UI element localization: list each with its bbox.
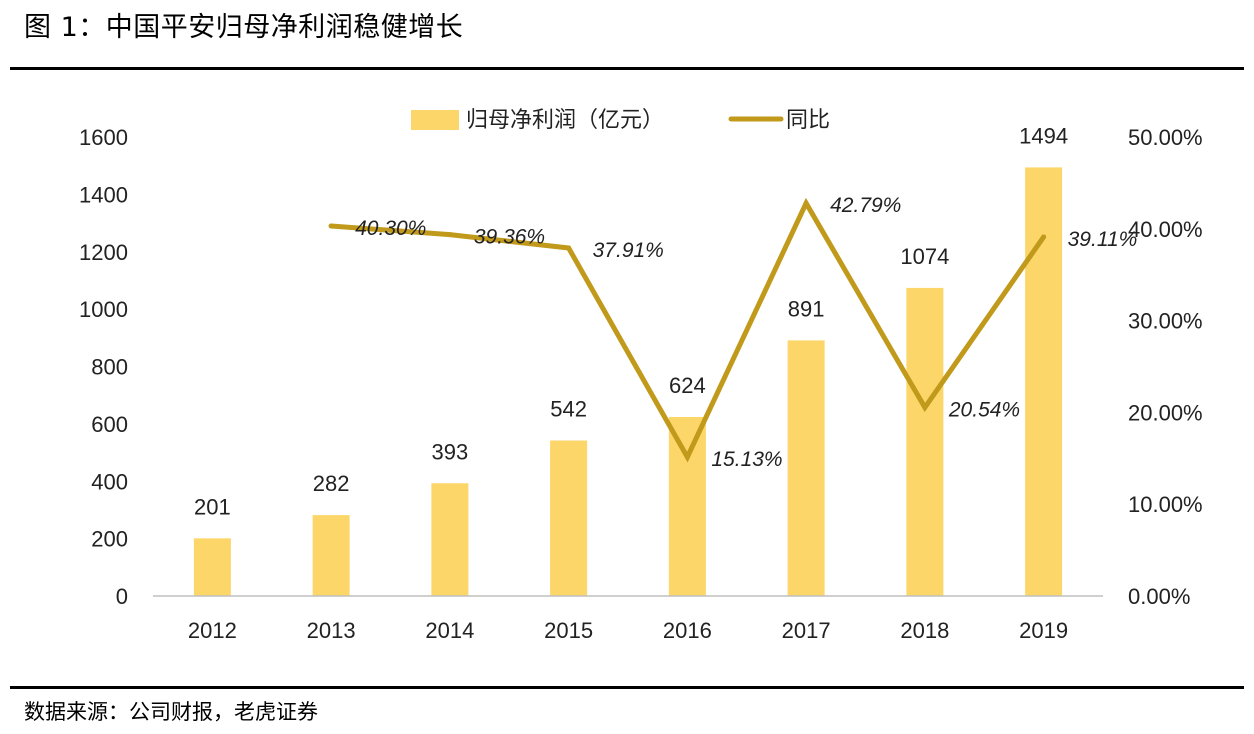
left-tick-label: 1000	[79, 297, 128, 322]
right-tick-label: 50.00%	[1128, 125, 1203, 150]
legend-line-label: 同比	[786, 108, 830, 133]
line-point-2016	[684, 454, 690, 460]
right-tick-label: 0.00%	[1128, 584, 1190, 609]
left-tick-label: 400	[91, 469, 128, 494]
line-data-labels: 40.30% 39.36% 37.91% 15.13% 42.79% 20.54% 39.1…	[355, 194, 1137, 471]
left-tick-label: 1600	[79, 125, 128, 150]
line-value-label: 40.30%	[355, 217, 426, 240]
line-value-label: 42.79%	[830, 194, 901, 217]
legend: 归母净利润（亿元） 同比	[411, 108, 830, 133]
x-tick-label: 2018	[900, 618, 949, 643]
bar-2013	[312, 515, 350, 596]
x-tick-label: 2019	[1019, 618, 1068, 643]
line-value-label: 15.13%	[711, 448, 782, 471]
bar-data-labels: 201 282 393 542 624 891 1074 1494	[194, 123, 1068, 519]
x-tick-label: 2013	[307, 618, 356, 643]
right-tick-label: 30.00%	[1128, 309, 1203, 334]
bar-2017	[787, 340, 825, 596]
legend-bar-swatch	[411, 110, 459, 130]
x-tick-label: 2015	[544, 618, 593, 643]
x-tick-label: 2014	[425, 618, 474, 643]
bar-series	[193, 167, 1063, 596]
x-tick-label: 2017	[782, 618, 831, 643]
bar-2012	[193, 538, 231, 596]
bar-2018	[906, 287, 944, 596]
line-value-label: 39.36%	[474, 226, 545, 249]
left-tick-label: 0	[116, 584, 128, 609]
left-tick-label: 800	[91, 355, 128, 380]
x-tick-label: 2016	[663, 618, 712, 643]
bar-value-label: 542	[550, 397, 587, 422]
line-value-label: 39.11%	[1068, 228, 1138, 251]
legend-bar-label: 归母净利润（亿元）	[466, 108, 664, 133]
x-axis-ticks: 2012 2013 2014 2015 2016 2017 2018 2019	[188, 618, 1068, 643]
left-tick-label: 200	[91, 527, 128, 552]
x-tick-label: 2012	[188, 618, 237, 643]
bar-value-label: 201	[194, 494, 231, 519]
bar-value-label: 891	[788, 296, 825, 321]
right-tick-label: 10.00%	[1128, 492, 1203, 517]
top-rule	[10, 67, 1244, 70]
bar-value-label: 1494	[1019, 123, 1068, 148]
line-point-2013	[328, 223, 334, 229]
line-point-2018	[922, 404, 928, 410]
line-point-2019	[1041, 234, 1047, 240]
left-tick-label: 1400	[79, 182, 128, 207]
line-series	[328, 197, 1047, 463]
left-tick-label: 600	[91, 412, 128, 437]
bar-2014	[431, 483, 469, 596]
right-tick-label: 40.00%	[1128, 217, 1203, 242]
bar-value-label: 1074	[900, 244, 949, 269]
bar-2016	[668, 416, 706, 596]
line-point-2017	[803, 200, 809, 206]
source-note: 数据来源：公司财报，老虎证券	[24, 700, 318, 724]
bottom-rule	[10, 686, 1244, 689]
left-axis-ticks: 0 200 400 600 800 1000 1200 1400 1600	[79, 125, 128, 609]
right-tick-label: 20.00%	[1128, 400, 1203, 425]
left-tick-label: 1200	[79, 240, 128, 265]
bar-value-label: 624	[669, 373, 706, 398]
line-point-2014	[447, 232, 453, 238]
bar-2015	[550, 440, 588, 596]
bar-value-label: 393	[432, 439, 469, 464]
figure-title: 图 1：中国平安归母净利润稳健增长	[24, 12, 464, 43]
line-point-2015	[566, 245, 572, 251]
line-value-label: 20.54%	[948, 398, 1020, 421]
bar-2019	[1025, 167, 1063, 596]
bar-value-label: 282	[313, 471, 350, 496]
right-axis-ticks: 0.00% 10.00% 20.00% 30.00% 40.00% 50.00%	[1128, 125, 1203, 609]
line-value-label: 37.91%	[593, 239, 664, 262]
